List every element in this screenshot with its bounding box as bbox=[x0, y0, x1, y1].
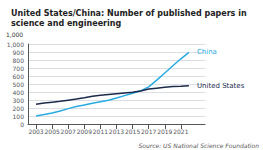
svg-text:900: 900 bbox=[13, 49, 25, 56]
svg-text:China: China bbox=[197, 48, 217, 56]
svg-text:600: 600 bbox=[13, 73, 25, 80]
svg-text:1,000: 1,000 bbox=[7, 41, 24, 48]
svg-text:2005: 2005 bbox=[44, 128, 59, 135]
svg-text:United States: United States bbox=[197, 82, 245, 90]
svg-text:100: 100 bbox=[13, 113, 25, 120]
svg-text:United States/China: Number of: United States/China: Number of published… bbox=[11, 9, 249, 18]
svg-text:300: 300 bbox=[13, 97, 25, 104]
svg-text:2019: 2019 bbox=[157, 128, 172, 135]
svg-text:800: 800 bbox=[13, 57, 25, 64]
svg-text:2009: 2009 bbox=[77, 128, 92, 135]
svg-text:Source: US National Science Fo: Source: US National Science Foundation bbox=[138, 142, 259, 149]
svg-text:500: 500 bbox=[13, 81, 25, 88]
svg-text:2021: 2021 bbox=[173, 128, 188, 135]
svg-text:2017: 2017 bbox=[141, 128, 156, 135]
svg-text:0: 0 bbox=[20, 121, 24, 128]
svg-text:2011: 2011 bbox=[93, 128, 108, 135]
svg-text:1,000: 1,000 bbox=[6, 31, 23, 38]
svg-text:700: 700 bbox=[13, 65, 25, 72]
svg-text:2003: 2003 bbox=[28, 128, 43, 135]
svg-text:2015: 2015 bbox=[125, 128, 140, 135]
svg-text:2007: 2007 bbox=[61, 128, 76, 135]
svg-text:400: 400 bbox=[13, 89, 25, 96]
svg-text:science and engineering: science and engineering bbox=[11, 19, 121, 28]
svg-text:200: 200 bbox=[13, 105, 25, 112]
svg-text:2013: 2013 bbox=[109, 128, 124, 135]
